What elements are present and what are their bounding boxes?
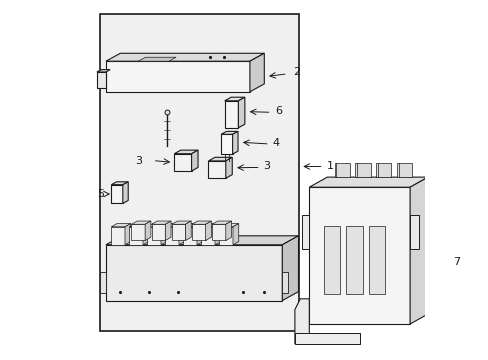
- Polygon shape: [219, 227, 232, 245]
- Polygon shape: [212, 224, 225, 240]
- Polygon shape: [142, 224, 148, 245]
- Polygon shape: [219, 224, 238, 227]
- Polygon shape: [201, 227, 215, 245]
- Polygon shape: [225, 157, 232, 178]
- Polygon shape: [161, 224, 166, 245]
- Text: 3: 3: [263, 161, 270, 171]
- Polygon shape: [147, 224, 166, 227]
- Polygon shape: [302, 215, 309, 249]
- Polygon shape: [309, 177, 427, 187]
- Polygon shape: [138, 57, 176, 61]
- Polygon shape: [171, 221, 191, 224]
- Polygon shape: [197, 224, 203, 245]
- Polygon shape: [409, 177, 427, 324]
- Polygon shape: [208, 161, 225, 178]
- Polygon shape: [125, 224, 130, 245]
- Bar: [323, 225, 339, 294]
- Polygon shape: [131, 221, 151, 224]
- Polygon shape: [192, 224, 205, 240]
- Text: 4: 4: [272, 138, 279, 148]
- Bar: [101, 14, 298, 331]
- Polygon shape: [355, 163, 370, 177]
- Polygon shape: [111, 227, 125, 245]
- Text: 5: 5: [97, 189, 103, 199]
- Polygon shape: [201, 224, 220, 227]
- Polygon shape: [122, 182, 128, 203]
- Polygon shape: [192, 221, 211, 224]
- Polygon shape: [129, 227, 142, 245]
- Polygon shape: [294, 333, 359, 344]
- Polygon shape: [238, 97, 244, 128]
- Polygon shape: [183, 224, 203, 227]
- Polygon shape: [106, 53, 264, 61]
- Polygon shape: [147, 227, 161, 245]
- Polygon shape: [111, 182, 128, 185]
- Polygon shape: [224, 101, 238, 128]
- Polygon shape: [212, 221, 231, 224]
- Polygon shape: [129, 224, 148, 227]
- Polygon shape: [174, 150, 198, 154]
- Polygon shape: [106, 61, 249, 92]
- Polygon shape: [174, 154, 191, 171]
- Polygon shape: [191, 150, 198, 171]
- Polygon shape: [165, 224, 184, 227]
- Polygon shape: [111, 185, 122, 203]
- Polygon shape: [106, 245, 282, 301]
- Polygon shape: [151, 224, 165, 240]
- Text: 3: 3: [134, 156, 142, 166]
- Polygon shape: [334, 163, 349, 177]
- Bar: [346, 225, 362, 294]
- Polygon shape: [179, 224, 184, 245]
- Polygon shape: [183, 227, 197, 245]
- Polygon shape: [249, 53, 264, 92]
- Polygon shape: [106, 236, 298, 245]
- Text: 7: 7: [452, 257, 460, 267]
- Polygon shape: [232, 224, 238, 245]
- Polygon shape: [409, 215, 418, 249]
- Polygon shape: [151, 221, 171, 224]
- Polygon shape: [282, 236, 298, 301]
- Polygon shape: [145, 221, 151, 240]
- Polygon shape: [208, 157, 232, 161]
- Polygon shape: [215, 224, 220, 245]
- Text: 1: 1: [326, 162, 334, 171]
- Text: 6: 6: [275, 106, 282, 116]
- Polygon shape: [224, 97, 244, 101]
- Polygon shape: [165, 221, 171, 240]
- Text: 2: 2: [292, 67, 300, 77]
- Polygon shape: [171, 224, 185, 240]
- Polygon shape: [111, 224, 130, 227]
- Polygon shape: [225, 221, 231, 240]
- Polygon shape: [396, 163, 411, 177]
- Polygon shape: [309, 187, 409, 324]
- Polygon shape: [282, 272, 287, 293]
- Polygon shape: [185, 221, 191, 240]
- Polygon shape: [205, 221, 211, 240]
- Polygon shape: [294, 299, 309, 344]
- Polygon shape: [165, 227, 179, 245]
- Polygon shape: [221, 131, 238, 134]
- Bar: [368, 225, 385, 294]
- Polygon shape: [97, 69, 110, 72]
- Polygon shape: [101, 272, 106, 293]
- Polygon shape: [232, 131, 238, 154]
- Polygon shape: [97, 72, 106, 88]
- Polygon shape: [131, 224, 145, 240]
- Polygon shape: [375, 163, 390, 177]
- Polygon shape: [221, 134, 232, 154]
